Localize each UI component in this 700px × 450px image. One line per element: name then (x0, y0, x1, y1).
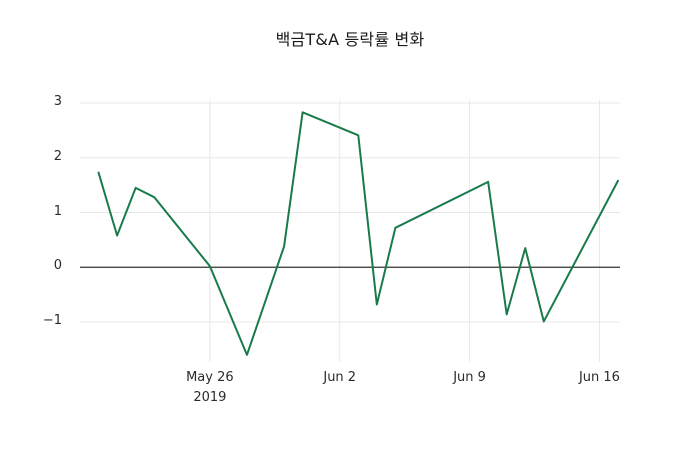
x-axis-tick-label: Jun 2 (323, 370, 357, 385)
y-axis-tick-label: 1 (53, 203, 62, 219)
y-axis-tick-label: 2 (53, 148, 62, 164)
x-axis-tick-label: May 26 (186, 370, 234, 385)
x-axis-tick-label: Jun 16 (578, 370, 620, 385)
x-axis-tick-label: Jun 9 (453, 370, 486, 385)
gridlines-group (80, 100, 620, 362)
y-axis-tick-label: 3 (53, 94, 62, 109)
x-axis-year-label: 2019 (193, 390, 227, 405)
y-axis-tick-label: 0 (53, 258, 62, 274)
data-series-line (97, 111, 619, 356)
chart-title: 백금T&A 등락률 변화 (275, 30, 425, 49)
y-axis-tick-label: −1 (42, 313, 62, 328)
